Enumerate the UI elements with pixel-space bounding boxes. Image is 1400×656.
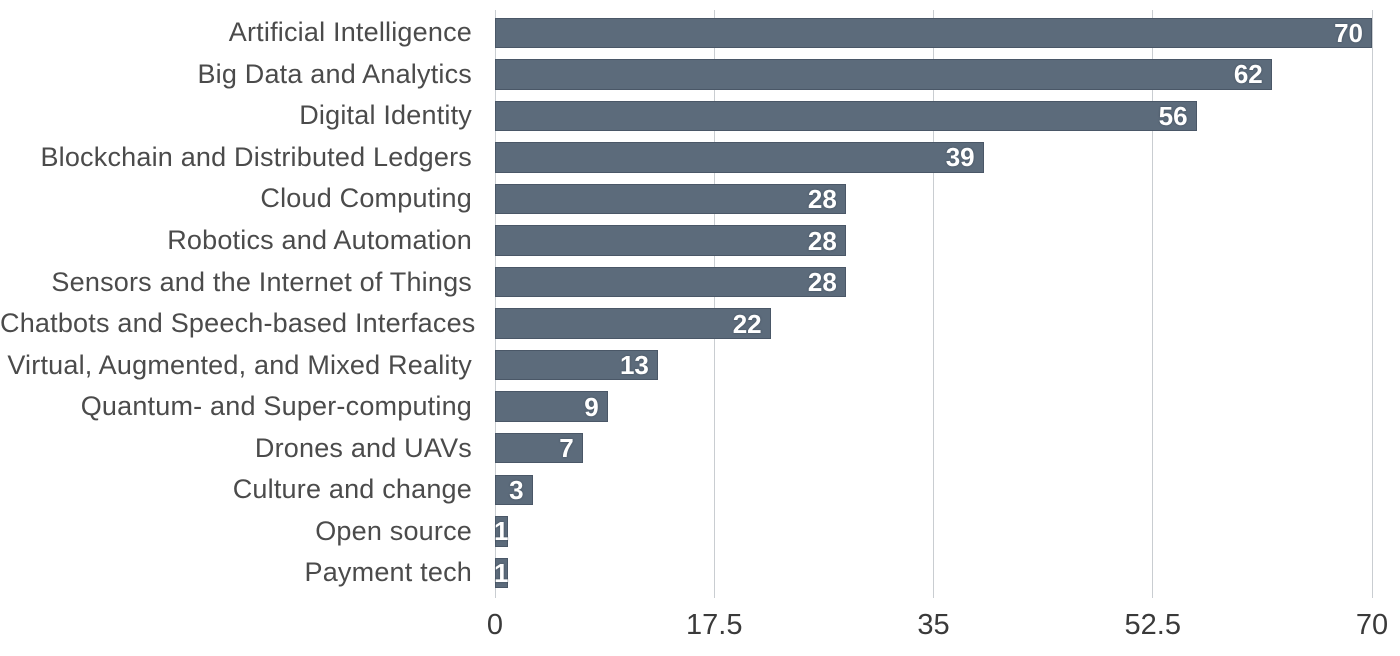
gridline xyxy=(1152,10,1154,598)
bar: 56 xyxy=(495,100,1197,132)
x-tick-label: 35 xyxy=(917,609,950,641)
bar-row: Blockchain and Distributed Ledgers 39 xyxy=(0,137,1372,179)
gridline xyxy=(713,10,715,598)
category-label: Digital Identity xyxy=(299,100,472,131)
gridlines xyxy=(494,10,1373,598)
bar: 3 xyxy=(495,474,533,506)
category-label: Big Data and Analytics xyxy=(197,58,472,89)
x-tick-label: 17.5 xyxy=(686,609,743,641)
category-label: Culture and change xyxy=(232,474,472,505)
bar-track: 22 xyxy=(495,308,1372,339)
value-label: 7 xyxy=(559,433,574,464)
bar-track: 3 xyxy=(495,474,1372,506)
value-label: 62 xyxy=(1233,59,1263,90)
bar-row: Robotics and Automation 28 xyxy=(0,220,1372,262)
category-label: Sensors and the Internet of Things xyxy=(51,266,472,297)
bar-rows: Artificial Intelligence 70 Big Data and An… xyxy=(0,12,1372,594)
value-label: 28 xyxy=(807,183,837,214)
value-label: 70 xyxy=(1334,17,1363,48)
bar-track: 9 xyxy=(495,391,1372,422)
bar-track: 13 xyxy=(495,349,1372,381)
category-label: Robotics and Automation xyxy=(167,225,472,255)
x-axis-labels: 0 17.5 35 52.5 70 xyxy=(487,607,1388,647)
bar-row: Drones and UAVs 7 xyxy=(0,427,1372,469)
bar: 7 xyxy=(495,432,583,464)
bar-track: 1 xyxy=(494,516,1372,547)
bar-track: 39 xyxy=(495,142,1372,173)
value-label: 28 xyxy=(807,225,837,256)
bar: 22 xyxy=(495,308,771,339)
bar: 28 xyxy=(495,183,846,215)
category-label: Quantum- and Super-computing xyxy=(80,391,472,422)
bar-row: Open source 1 xyxy=(0,511,1372,553)
value-label: 1 xyxy=(494,516,509,547)
bar-row: Cloud Computing 28 xyxy=(0,178,1372,220)
bar-track: 28 xyxy=(495,266,1372,298)
value-label: 3 xyxy=(509,474,524,505)
x-tick-label: 70 xyxy=(1355,609,1389,641)
category-label: Chatbots and Speech-based Interfaces xyxy=(0,308,476,339)
bar: 9 xyxy=(495,391,608,422)
bar-row: Quantum- and Super-computing 9 xyxy=(0,386,1372,428)
category-label: Drones and UAVs xyxy=(254,432,472,463)
bar: 39 xyxy=(495,142,984,173)
x-tick-label: 52.5 xyxy=(1124,609,1181,641)
bar-track: 56 xyxy=(495,100,1372,132)
value-label: 9 xyxy=(584,391,599,422)
bar-row: Virtual, Augmented, and Mixed Reality 13 xyxy=(0,344,1372,386)
category-label: Payment tech xyxy=(304,557,472,588)
category-label: Virtual, Augmented, and Mixed Reality xyxy=(7,349,472,380)
gridline xyxy=(933,10,934,598)
category-label: Cloud Computing xyxy=(260,183,472,214)
x-tick-label: 0 xyxy=(486,609,504,641)
gridline xyxy=(1371,10,1373,598)
bar: 62 xyxy=(495,59,1272,90)
bar: 1 xyxy=(494,516,509,547)
value-label: 22 xyxy=(732,308,762,339)
value-label: 39 xyxy=(945,142,975,173)
bar: 28 xyxy=(495,225,846,256)
bar-row: Artificial Intelligence 70 xyxy=(0,12,1372,54)
value-label: 28 xyxy=(807,267,837,298)
bar: 28 xyxy=(495,266,846,298)
bar-row: Digital Identity 56 xyxy=(0,95,1372,137)
bar-row: Big Data and Analytics 62 xyxy=(0,54,1372,96)
bar-track: 28 xyxy=(495,183,1372,215)
category-label: Blockchain and Distributed Ledgers xyxy=(40,141,472,172)
bar-row: Payment tech 1 xyxy=(0,552,1372,594)
bar-track: 62 xyxy=(495,59,1372,90)
bar-track: 1 xyxy=(494,557,1372,589)
category-label: Open source xyxy=(315,515,472,546)
bar: 70 xyxy=(495,17,1372,49)
bar-track: 28 xyxy=(495,225,1372,256)
category-label: Artificial Intelligence xyxy=(228,17,472,48)
bar: 1 xyxy=(494,557,509,589)
value-label: 56 xyxy=(1158,100,1188,131)
value-label: 13 xyxy=(619,350,649,381)
bar-row: Culture and change 3 xyxy=(0,469,1372,511)
bar-track: 70 xyxy=(495,17,1372,49)
bar-track: 7 xyxy=(495,432,1372,464)
bar-row: Chatbots and Speech-based Interfaces 22 xyxy=(0,303,1372,345)
value-label: 1 xyxy=(494,557,509,588)
bar-row: Sensors and the Internet of Things 28 xyxy=(0,261,1372,303)
gridline xyxy=(494,10,496,598)
bar: 13 xyxy=(495,349,658,381)
